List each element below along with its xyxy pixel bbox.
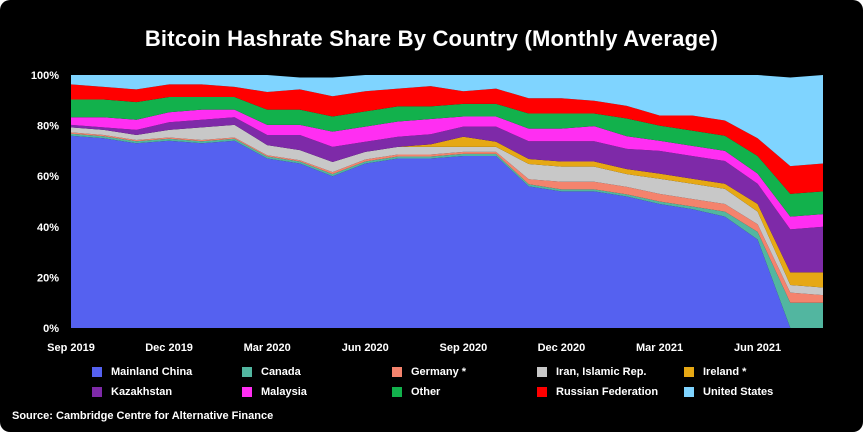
y-tick-label: 80% [37,121,59,133]
x-tick-label: Jun 2021 [734,342,781,354]
legend-swatch [92,387,102,397]
x-axis: Sep 2019 Dec 2019 Mar 2020 Jun 2020 Sep 2020… [47,342,781,354]
legend-swatch [92,367,102,377]
area-mainland-china [71,135,823,328]
legend-swatch [684,367,694,377]
y-tick-label: 20% [37,272,59,284]
legend-swatch [392,387,402,397]
legend-item-canada: Canada [242,364,301,380]
legend-item-united-states: United States [684,384,773,400]
x-tick-label: Mar 2021 [636,342,683,354]
legend-item-ireland: Ireland * [684,364,746,380]
legend-item-kazakhstan: Kazakhstan [92,384,172,400]
legend-label: Kazakhstan [111,386,173,398]
legend-label: Malaysia [261,386,307,398]
legend-swatch [684,387,694,397]
y-axis: 0% 20% 40% 60% 80% 100% [31,70,59,335]
legend-item-russian-federation: Russian Federation [537,384,658,400]
legend-item-malaysia: Malaysia [242,384,307,400]
x-tick-label: Dec 2019 [145,342,193,354]
y-tick-label: 60% [37,171,59,183]
area-russian-federation [71,84,823,194]
legend-label: Mainland China [111,366,193,378]
legend-label: Germany * [411,366,467,378]
area-other [71,97,823,217]
legend-label: Canada [261,366,301,378]
area-kazakhstan [71,117,823,273]
legend-label: Russian Federation [556,386,659,398]
legend-item-iran-islamic-rep: Iran, Islamic Rep. [537,364,646,380]
chart-title: Bitcoin Hashrate Share By Country (Month… [144,26,719,51]
source-note: Source: Cambridge Centre for Alternative… [12,410,274,422]
x-tick-label: Sep 2019 [47,342,95,354]
legend-swatch [242,367,252,377]
legend-label: Ireland * [703,366,747,378]
legend-item-other: Other [392,384,440,400]
legend-label: United States [703,386,774,398]
x-tick-label: Jun 2020 [342,342,389,354]
legend-label: Other [411,386,441,398]
y-tick-label: 0% [43,323,59,335]
x-tick-label: Sep 2020 [439,342,487,354]
legend-label: Iran, Islamic Rep. [556,366,647,378]
legend-item-germany: Germany * [392,364,466,380]
y-tick-label: 40% [37,222,59,234]
legend-swatch [392,367,402,377]
legend-item-mainland-china: Mainland China [92,364,192,380]
legend-swatch [537,367,547,377]
area-united-states [71,75,823,167]
legend-swatch [242,387,252,397]
x-tick-label: Dec 2020 [538,342,586,354]
area-malaysia [71,109,823,230]
legend-swatch [537,387,547,397]
series-areas [71,75,823,328]
y-tick-label: 100% [31,70,59,82]
x-tick-label: Mar 2020 [244,342,291,354]
